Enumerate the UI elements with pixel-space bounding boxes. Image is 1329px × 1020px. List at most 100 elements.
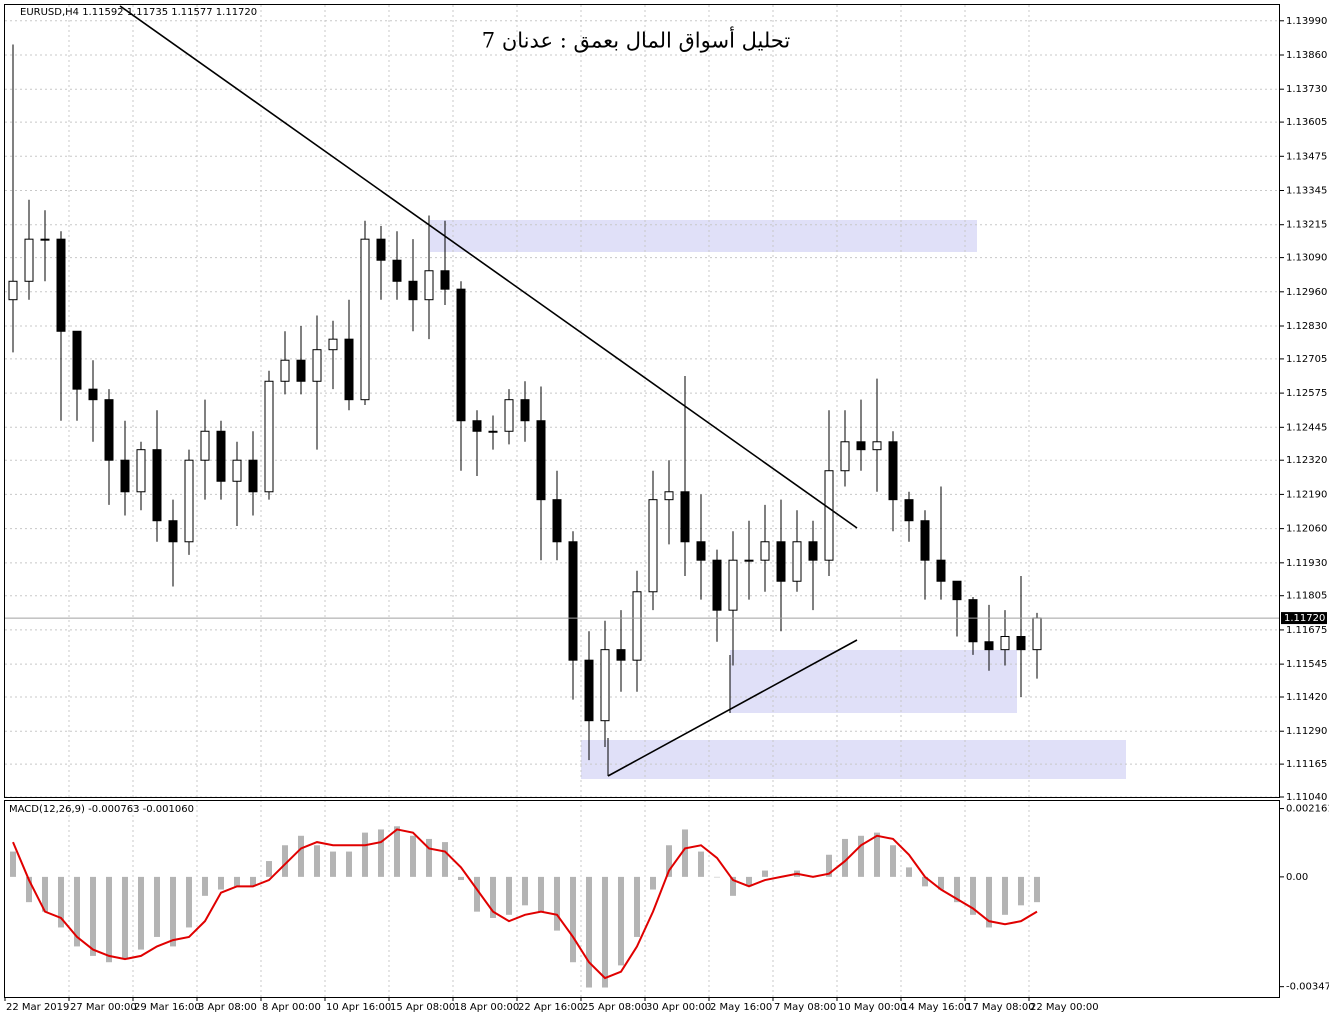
signal-line <box>12 828 1038 980</box>
macd-bar <box>250 876 256 887</box>
candle-body <box>376 238 386 261</box>
current-price-box <box>1281 612 1327 625</box>
candle-body <box>984 641 994 651</box>
candle-body <box>392 259 402 282</box>
candle-body <box>232 459 242 482</box>
macd-bar <box>634 876 640 937</box>
candle-body <box>456 288 466 422</box>
candle-body <box>248 459 258 493</box>
macd-bar <box>186 876 192 928</box>
macd-bar <box>842 838 848 877</box>
macd-bar <box>858 835 864 877</box>
chart-title: تحليل أسواق المال بعمق : عدنان 7 <box>482 26 791 54</box>
y-tick-label: 1.13090 <box>1286 253 1327 264</box>
candle-body <box>616 649 626 661</box>
macd-panel-frame <box>4 800 1280 998</box>
macd-bar <box>346 851 352 877</box>
y-tick-label: 0.002161 <box>1286 804 1329 815</box>
y-tick-label: 1.11545 <box>1286 659 1327 670</box>
macd-bar <box>586 876 592 988</box>
macd-bar <box>730 876 736 896</box>
macd-bar <box>762 870 768 877</box>
candle-body <box>632 591 642 661</box>
y-tick-label: 1.12830 <box>1286 321 1327 332</box>
macd-bar <box>410 835 416 877</box>
candle-body <box>536 420 546 501</box>
symbol-header: EURUSD,H4 1.11592 1.11735 1.11577 1.1172… <box>20 7 257 18</box>
candle-body <box>568 541 578 661</box>
macd-bar <box>330 851 336 877</box>
macd-bar <box>458 876 464 881</box>
macd-bar <box>266 861 272 877</box>
current-price-label: 1.11720 <box>1284 613 1325 624</box>
candle-body <box>936 559 946 582</box>
plot <box>5 5 1280 997</box>
y-tick-label: 1.11040 <box>1286 792 1327 803</box>
macd-bar <box>682 829 688 877</box>
y-tick-label: 1.12320 <box>1286 455 1327 466</box>
macd-bar <box>970 876 976 915</box>
candle-body <box>1000 635 1010 651</box>
macd-bar <box>602 876 608 988</box>
macd-bar <box>202 876 208 896</box>
candle-body <box>776 541 786 582</box>
y-tick-label: 1.11165 <box>1286 759 1327 770</box>
zone <box>581 740 1126 779</box>
x-tick-label: 10 May 00:00 <box>838 1002 907 1013</box>
macd-bar <box>554 876 560 931</box>
macd-bar <box>90 876 96 956</box>
y-tick-label: 1.13345 <box>1286 186 1327 197</box>
candle-body <box>872 441 882 451</box>
trendline <box>607 639 858 777</box>
y-tick-label: 1.12445 <box>1286 422 1327 433</box>
candle-body <box>968 599 978 643</box>
x-tick-label: 2 May 16:00 <box>710 1002 772 1013</box>
candle-body <box>840 441 850 472</box>
y-tick-label: 1.13215 <box>1286 220 1327 231</box>
candle-body <box>824 470 834 561</box>
x-tick-label: 18 Apr 00:00 <box>454 1002 519 1013</box>
macd-bar <box>10 851 16 877</box>
y-tick-label: 1.13860 <box>1286 50 1327 61</box>
candle-body <box>296 359 306 382</box>
candle-body <box>664 491 674 501</box>
macd-bar <box>426 838 432 877</box>
candle-body <box>920 520 930 561</box>
macd-bar <box>442 842 448 877</box>
macd-bar <box>1034 876 1040 903</box>
candle-body <box>952 580 962 601</box>
candle-body <box>760 541 770 561</box>
candle-body <box>680 491 690 543</box>
trendline <box>119 5 858 529</box>
candle-body <box>472 420 482 432</box>
x-tick-label: 30 Apr 00:00 <box>646 1002 711 1013</box>
candle-body <box>104 399 114 461</box>
candle-body <box>856 441 866 451</box>
macd-bar <box>154 876 160 937</box>
candle-body <box>648 499 658 593</box>
macd-bar <box>58 876 64 928</box>
macd-bar <box>922 876 928 887</box>
candle-body <box>360 238 370 401</box>
drawn-lines <box>119 5 858 777</box>
candle-body <box>584 659 594 722</box>
macd-bar <box>234 876 240 887</box>
macd-bar <box>1018 876 1024 906</box>
candle-body <box>216 430 226 482</box>
x-tick-label: 22 May 00:00 <box>1030 1002 1099 1013</box>
candle-body <box>24 238 34 282</box>
drawn-objects <box>430 220 1126 779</box>
y-tick-label: 1.12190 <box>1286 489 1327 500</box>
candle-body <box>488 430 498 433</box>
y-tick-label: 1.11420 <box>1286 692 1327 703</box>
candle-body <box>120 459 130 493</box>
candle-body <box>904 499 914 522</box>
y-tick-label: 1.13990 <box>1286 16 1327 27</box>
candle-body <box>552 499 562 543</box>
candle-body <box>504 399 514 432</box>
macd-bar <box>826 854 832 877</box>
x-tick-label: 10 Apr 16:00 <box>326 1002 391 1013</box>
candle-body <box>440 270 450 290</box>
